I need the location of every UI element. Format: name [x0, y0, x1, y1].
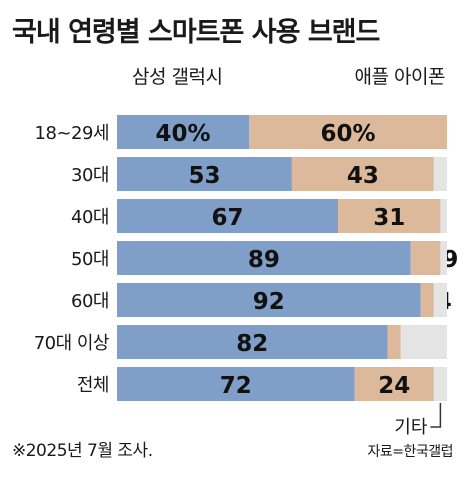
source-note: 자료=한국갤럽: [367, 444, 453, 460]
bar-segment: [433, 157, 447, 191]
category-label: 30대: [71, 165, 109, 186]
category-label: 50대: [71, 249, 109, 270]
bar-segment: [117, 115, 249, 149]
legend-samsung: 삼성 갤럭시: [132, 66, 223, 88]
data-label: 40%: [155, 121, 210, 147]
bar-segment: [117, 241, 411, 275]
footnote: ※2025년 7월 조사.: [12, 441, 153, 461]
data-label: 89: [248, 247, 280, 273]
data-label: 24: [378, 373, 410, 399]
data-label: 72: [220, 373, 252, 399]
category-label: 40대: [71, 207, 109, 228]
bar-segment: [410, 241, 441, 275]
bar-segment: [440, 241, 447, 275]
bar-segment: [117, 325, 388, 359]
data-label: 53: [188, 163, 220, 189]
bar-segment: [117, 283, 421, 317]
bar-segment: [420, 283, 434, 317]
bar-segment: [291, 157, 434, 191]
bar-segment: [117, 199, 339, 233]
bar-segment: [117, 157, 292, 191]
chart-title: 국내 연령별 스마트폰 사용 브랜드: [12, 17, 380, 48]
data-label: 92: [253, 289, 285, 315]
bar-segment: [440, 199, 447, 233]
category-label: 60대: [71, 291, 109, 312]
bar-segment: [433, 283, 447, 317]
other-leader-line: [430, 403, 442, 428]
category-label: 전체: [77, 375, 109, 396]
bar-segment: [117, 367, 355, 401]
category-label: 70대 이상: [34, 333, 109, 354]
data-label: 60%: [320, 121, 375, 147]
bar-segment: [354, 367, 434, 401]
category-label: 18~29세: [35, 123, 109, 144]
bar-segment: [400, 325, 447, 359]
legend-apple: 애플 아이폰: [354, 66, 446, 88]
bar-segment: [249, 115, 447, 149]
bar-segment: [433, 367, 447, 401]
bar-segment: [387, 325, 401, 359]
data-label: 82: [236, 331, 268, 357]
legend-other: 기타: [394, 417, 428, 438]
data-label: 43: [347, 163, 379, 189]
data-label: 31: [373, 205, 405, 231]
bar-segment: [338, 199, 441, 233]
data-label: 67: [212, 205, 244, 231]
